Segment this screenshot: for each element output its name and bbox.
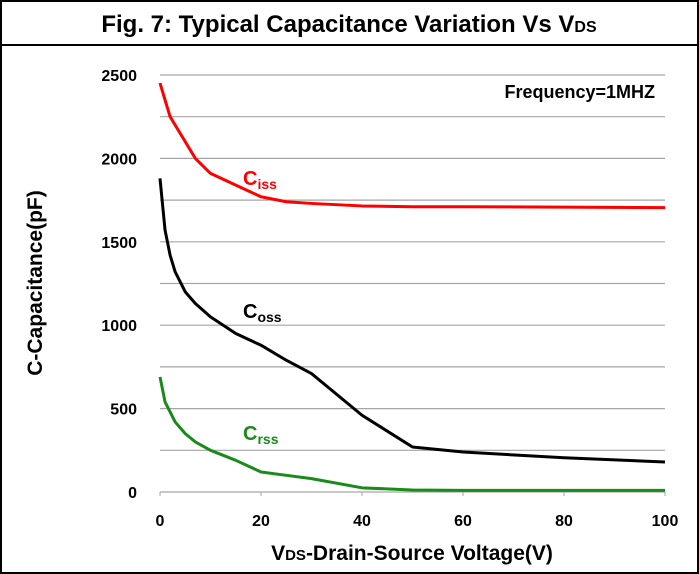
x-tick-label: 100: [652, 513, 679, 530]
y-tick-label: 500: [110, 402, 137, 419]
annotation: Frequency=1MHZ: [504, 82, 655, 102]
y-axis-label: C-Capacitance(pF): [24, 190, 47, 376]
y-tick-label: 0: [128, 485, 137, 502]
series-label: Crss: [243, 423, 279, 447]
x-tick-label: 0: [156, 513, 165, 530]
series-label-sub: oss: [257, 309, 281, 325]
x-tick-label: 40: [353, 513, 371, 530]
series-label-main: C: [243, 301, 257, 323]
series-label: Ciss: [243, 168, 277, 192]
series-label-sub: iss: [257, 176, 277, 192]
series-label-main: C: [243, 168, 257, 190]
x-tick-label: 60: [454, 513, 472, 530]
series-line: [158, 82, 666, 210]
chart-title: Fig. 7: Typical Capacitance Variation Vs…: [101, 11, 597, 38]
series-line: [158, 178, 666, 464]
x-tick-label: 20: [252, 513, 270, 530]
series-label-main: C: [243, 423, 257, 445]
x-tick-label: 80: [555, 513, 573, 530]
series-label-sub: rss: [257, 431, 278, 447]
y-tick-label: 1000: [101, 318, 137, 335]
y-tick-label: 1500: [101, 235, 137, 252]
x-axis-label: VDS-Drain-Source Voltage(V): [271, 542, 553, 565]
y-tick-label: 2500: [101, 68, 137, 85]
series-label: Coss: [243, 301, 282, 325]
series-line: [158, 376, 665, 492]
y-tick-label: 2000: [101, 151, 137, 168]
